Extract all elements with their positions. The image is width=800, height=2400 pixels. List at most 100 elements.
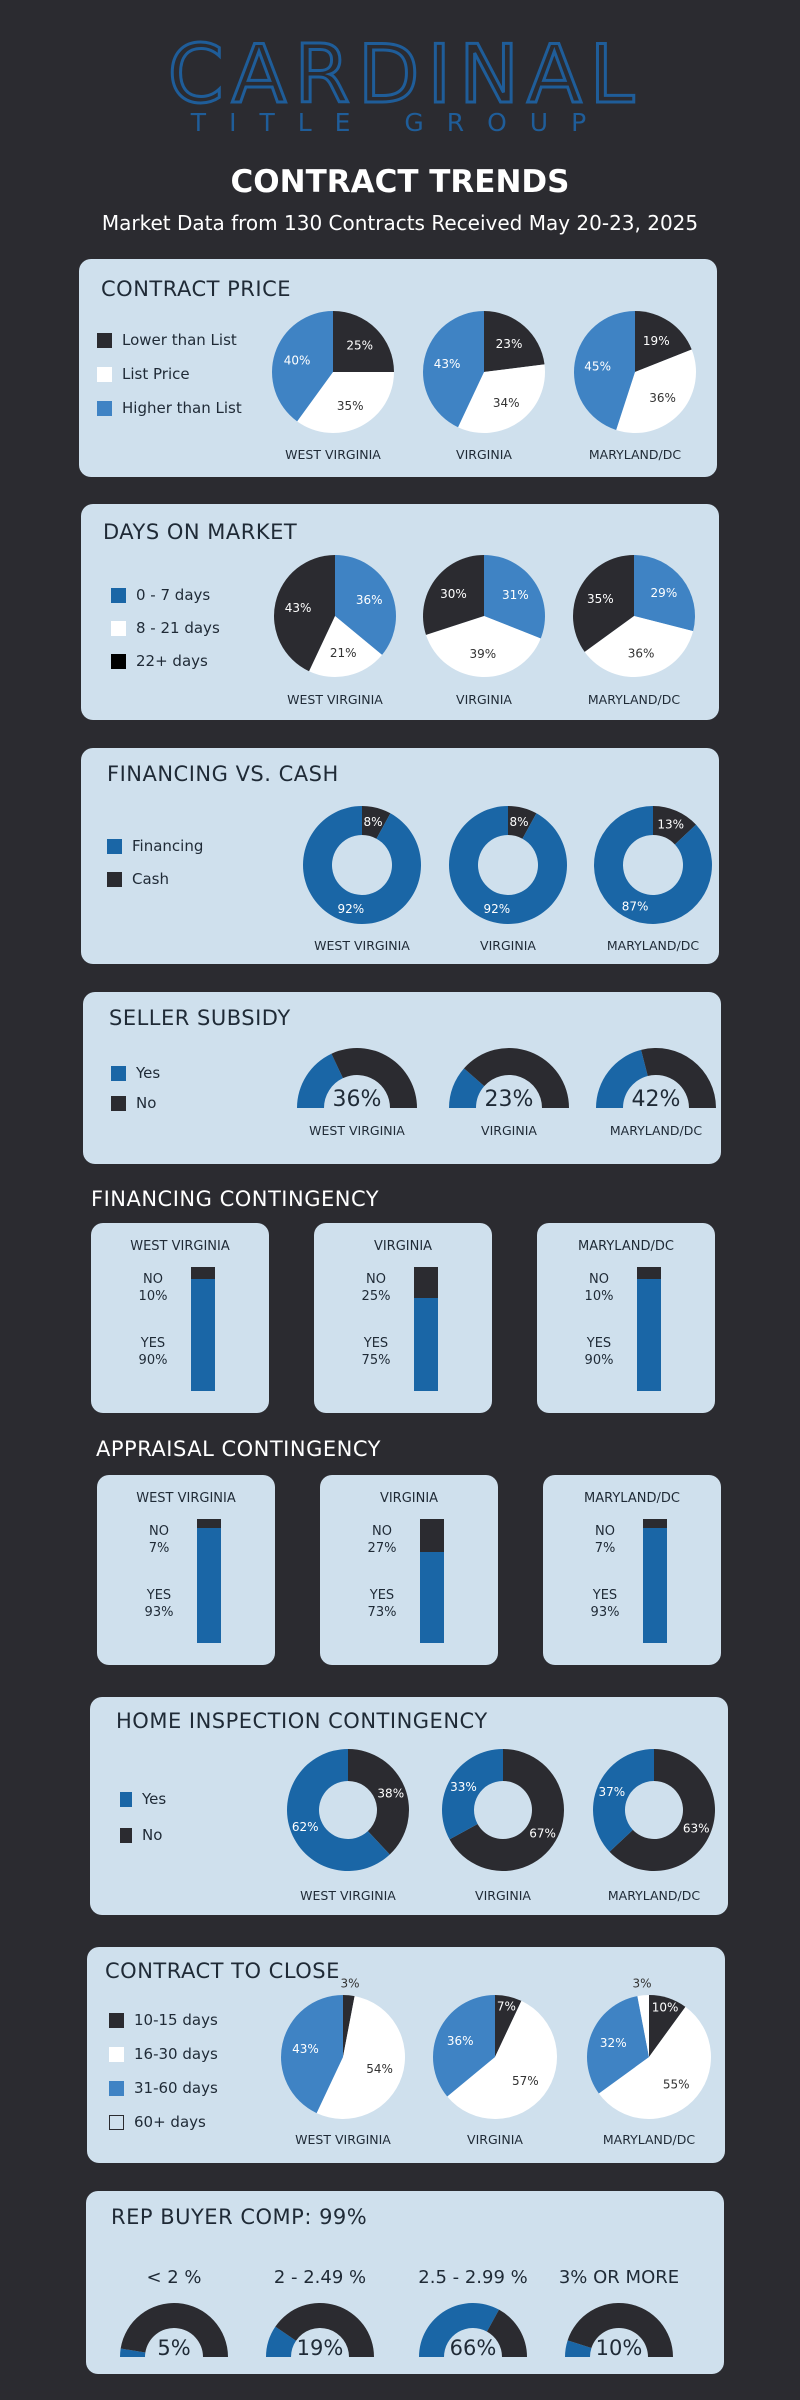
pie-slice — [316, 1996, 406, 2119]
data-label: 30% — [440, 587, 467, 601]
pie-slice — [333, 311, 394, 372]
data-label: 92% — [337, 902, 364, 916]
gauge-fill — [266, 2326, 297, 2357]
card-title: MARYLAND/DC — [584, 1491, 680, 1506]
category-label: VIRGINIA — [456, 447, 512, 462]
stacked-bar — [637, 1267, 661, 1391]
pie-slice — [594, 806, 713, 924]
bar-no — [191, 1267, 215, 1280]
pie-slice — [586, 1996, 649, 2094]
logo: CARDINAL — [166, 30, 636, 110]
gauge-rest — [275, 2303, 374, 2357]
bar-yes — [191, 1279, 215, 1391]
category-label: VIRGINIA — [480, 938, 536, 953]
pie-slice — [362, 806, 391, 839]
pie-slice — [432, 1995, 495, 2097]
yes-label: YES 90% — [584, 1336, 614, 1368]
stacked-bar — [197, 1519, 221, 1643]
legend-swatch — [109, 2114, 124, 2130]
contingency-card: VIRGINIA NO 27% YES 73% — [320, 1475, 498, 1665]
financing-cash-panel: FINANCING VS. CASH Financing Cash 8% 92% W… — [81, 748, 719, 964]
category-label: MARYLAND/DC — [603, 2132, 695, 2147]
data-label: 8% — [364, 815, 383, 829]
contingency-card: WEST VIRGINIA NO 7% YES 93% — [97, 1475, 275, 1665]
pie-slice — [637, 1995, 649, 2057]
data-label: 54% — [366, 2062, 393, 2076]
yes-label: YES 93% — [590, 1588, 620, 1620]
legend-swatch — [111, 620, 126, 636]
pie-slice — [303, 806, 421, 924]
bar-no — [643, 1519, 667, 1528]
legend-item: 0 - 7 days — [111, 586, 210, 604]
contingency-card: MARYLAND/DC NO 7% YES 93% — [543, 1475, 721, 1665]
legend-swatch — [107, 871, 122, 887]
bar-no — [414, 1267, 438, 1298]
panel-title: CONTRACT PRICE — [101, 277, 292, 301]
contract-to-close-chart: 3% 54% 43% WEST VIRGINIA 7% 57% 36% VIRGINIA 10%… — [281, 1977, 711, 2147]
category-label: MARYLAND/DC — [608, 1888, 700, 1903]
data-label: 33% — [450, 1780, 477, 1794]
data-label: 43% — [285, 601, 312, 615]
legend-item: 10-15 days — [109, 2011, 218, 2029]
pie-slice — [297, 372, 394, 433]
legend-item: 60+ days — [109, 2113, 206, 2131]
data-label: 38% — [377, 1786, 404, 1800]
pie-slice — [634, 555, 695, 632]
data-label: 45% — [584, 359, 611, 373]
category-label: MARYLAND/DC — [589, 447, 681, 462]
data-label: 57% — [512, 2074, 539, 2088]
legend-item: Cash — [107, 870, 169, 888]
category-label: MARYLAND/DC — [588, 692, 680, 707]
legend-label: 22+ days — [136, 652, 208, 670]
legend-swatch — [111, 653, 126, 669]
data-label: 35% — [587, 592, 614, 606]
gauge-yes — [449, 1068, 485, 1108]
legend-label: Cash — [132, 870, 169, 888]
data-label: 8% — [510, 815, 529, 829]
stacked-bar — [414, 1267, 438, 1391]
bar-yes — [420, 1552, 444, 1643]
appraisal-contingency-title: APPRAISAL CONTINGENCY — [96, 1437, 381, 1461]
pie-slice — [425, 616, 541, 677]
gauge-value: 23% — [485, 1087, 534, 1112]
panel-title: DAYS ON MARKET — [103, 520, 298, 544]
legend-swatch — [97, 366, 112, 382]
card-title: WEST VIRGINIA — [130, 1239, 230, 1254]
legend-label: No — [142, 1826, 163, 1844]
contingency-card: WEST VIRGINIA NO 10% YES 90% — [91, 1223, 269, 1413]
pie-slice — [584, 616, 694, 677]
pie-slice — [649, 1995, 686, 2057]
data-label: 63% — [683, 1821, 710, 1835]
legend-label: 8 - 21 days — [136, 619, 220, 637]
legend-label: List Price — [122, 365, 190, 383]
legend-item: Yes — [120, 1790, 166, 1808]
days-on-market-chart: 36% 21% 43% WEST VIRGINIA 31% 39% 30% VIRGINIA 2… — [274, 555, 695, 707]
legend-label: 60+ days — [134, 2113, 206, 2131]
gauge-value: 66% — [450, 2336, 497, 2360]
category-label: < 2 % — [146, 2267, 201, 2288]
gauge-fill — [565, 2340, 592, 2357]
bar-no — [197, 1519, 221, 1528]
panel-title: FINANCING VS. CASH — [107, 762, 339, 786]
no-label: NO 27% — [367, 1524, 397, 1556]
pie-slice — [635, 311, 692, 372]
legend-label: Lower than List — [122, 331, 237, 349]
data-label: 37% — [598, 1785, 625, 1799]
category-label: WEST VIRGINIA — [300, 1888, 396, 1903]
gauge-fill — [120, 2348, 146, 2357]
gauge-value: 19% — [297, 2336, 344, 2360]
no-label: NO 25% — [361, 1272, 391, 1304]
data-label: 36% — [356, 593, 383, 607]
data-label: 25% — [346, 338, 373, 352]
legend-label: Higher than List — [122, 399, 242, 417]
data-label: 29% — [651, 586, 678, 600]
pie-slice — [484, 311, 545, 372]
card-title: VIRGINIA — [373, 1239, 433, 1254]
bar-no — [637, 1267, 661, 1280]
legend-item: No — [111, 1094, 156, 1112]
pie-slice — [484, 555, 545, 639]
pie-slice — [423, 311, 484, 428]
gauge-rest — [567, 2302, 673, 2357]
pie-slice — [593, 1749, 654, 1852]
pie-slice — [598, 2006, 711, 2119]
